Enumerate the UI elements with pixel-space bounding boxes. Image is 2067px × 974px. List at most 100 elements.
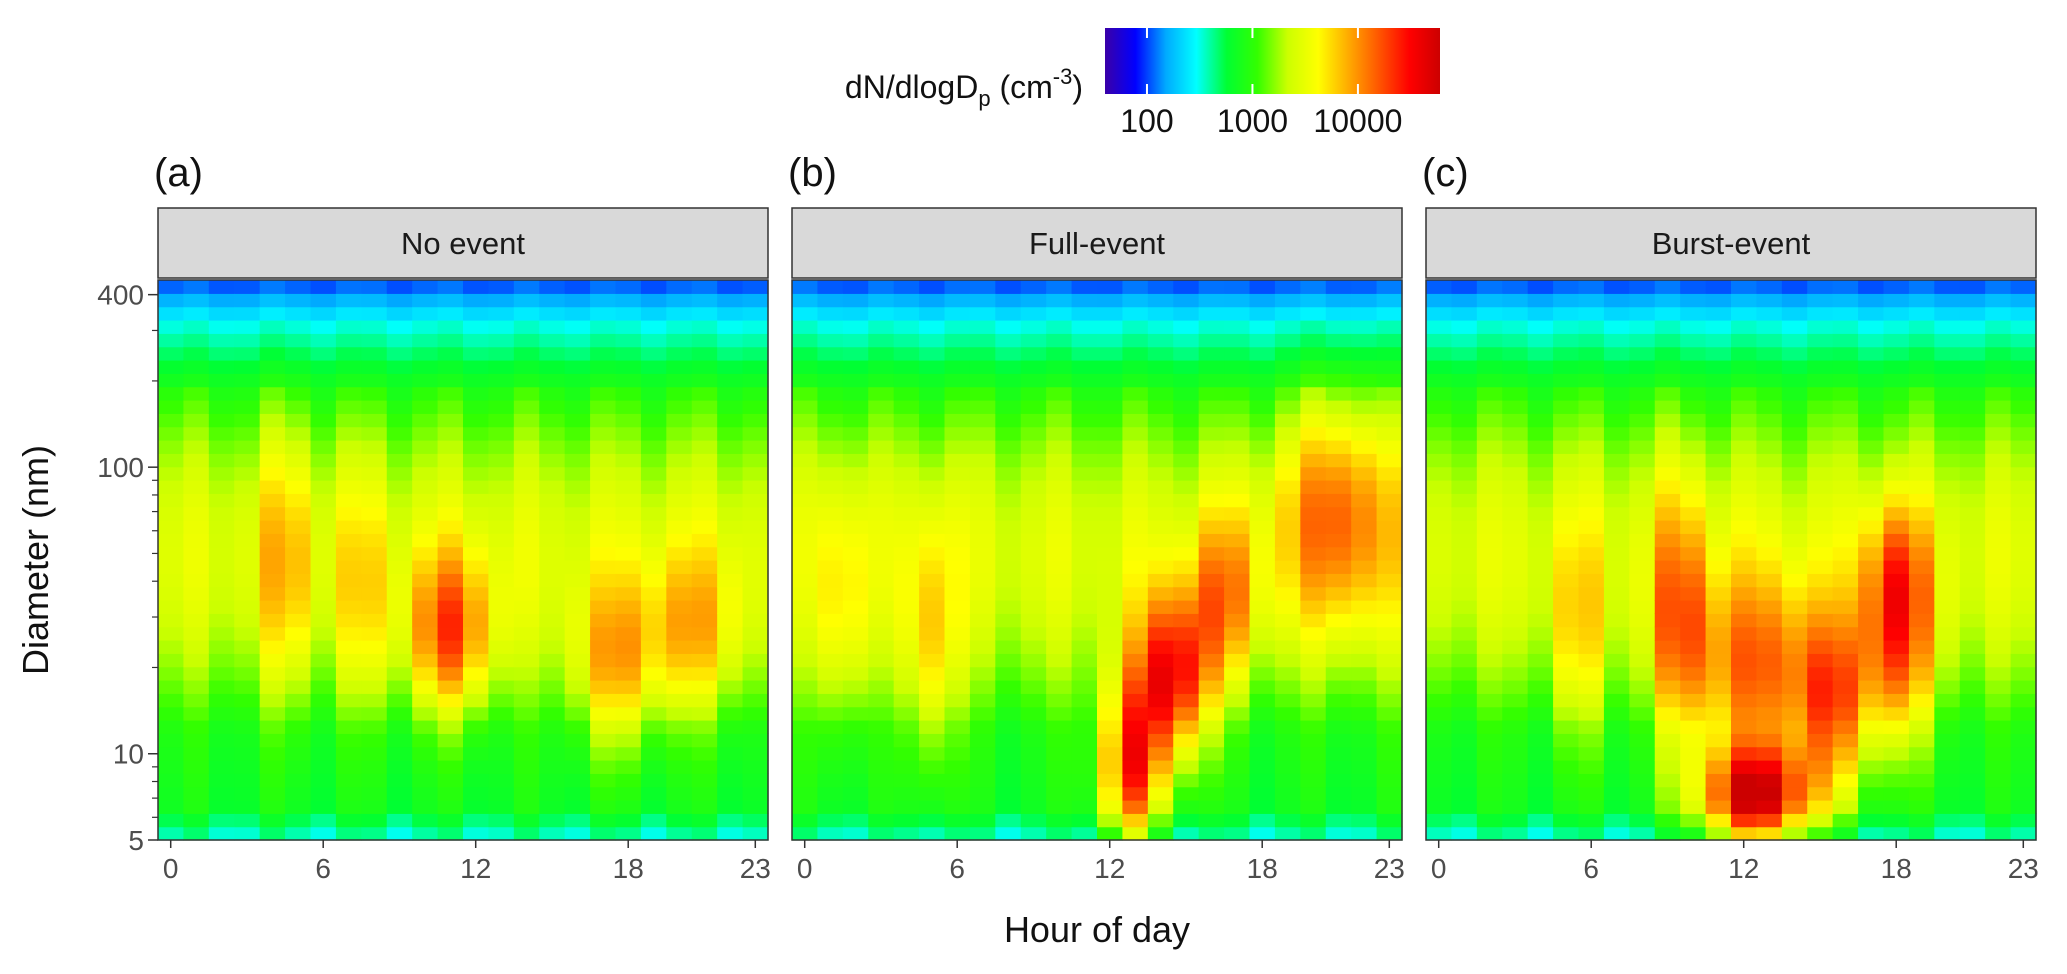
heatmap-cell: [183, 586, 210, 601]
heatmap-cell: [335, 760, 362, 774]
heatmap-cell: [513, 560, 540, 574]
heatmap-cell: [640, 440, 667, 454]
heatmap-cell: [1376, 720, 1403, 734]
heatmap-cell: [842, 386, 869, 401]
heatmap-cell: [1173, 386, 1200, 401]
heatmap-cell: [564, 720, 591, 734]
heatmap-cell: [691, 373, 718, 388]
heatmap-cell: [640, 680, 667, 694]
heatmap-cell: [742, 680, 769, 694]
heatmap-cell: [1020, 453, 1047, 468]
heatmap-cell: [285, 306, 312, 321]
heatmap-cell: [1198, 733, 1225, 748]
heatmap-cell: [1959, 440, 1986, 454]
heatmap-cell: [1680, 560, 1707, 574]
heatmap-cell: [1756, 786, 1783, 801]
heatmap-cell: [1198, 360, 1225, 374]
heatmap-cell: [1731, 813, 1758, 828]
heatmap-cell: [1147, 400, 1174, 414]
heatmap-cell: [1274, 560, 1301, 574]
heatmap-cell: [817, 280, 844, 294]
heatmap-cell: [1274, 400, 1301, 414]
heatmap-cell: [463, 680, 490, 694]
heatmap-cell: [1985, 813, 2012, 828]
heatmap-cell: [1173, 346, 1200, 361]
heatmap-cell: [1376, 373, 1403, 388]
heatmap-cell: [640, 666, 667, 681]
heatmap-cell: [234, 386, 261, 401]
heatmap-cell: [615, 560, 642, 574]
heatmap-cell: [1578, 453, 1605, 468]
heatmap-cell: [944, 720, 971, 734]
heatmap-cell: [615, 373, 642, 388]
heatmap-cell: [158, 506, 185, 521]
heatmap-cell: [1020, 600, 1047, 614]
heatmap-cell: [1705, 693, 1732, 708]
heatmap-cell: [615, 413, 642, 428]
heatmap-cell: [1756, 680, 1783, 694]
heatmap-cell: [666, 813, 693, 828]
heatmap-cell: [1274, 733, 1301, 748]
heatmap-cell: [666, 293, 693, 308]
heatmap-cell: [1883, 653, 1910, 668]
heatmap-cell: [1476, 626, 1503, 641]
heatmap-cell: [1654, 360, 1681, 374]
heatmap-cell: [183, 320, 210, 334]
heatmap-cell: [1122, 653, 1149, 668]
heatmap-cell: [640, 693, 667, 708]
heatmap-cell: [412, 440, 439, 454]
heatmap-cell: [995, 480, 1022, 494]
heatmap-cell: [1705, 733, 1732, 748]
heatmap-cell: [1959, 293, 1986, 308]
heatmap-cell: [1858, 573, 1885, 588]
heatmap-cell: [1502, 426, 1529, 441]
heatmap-cell: [1097, 373, 1124, 388]
heatmap-cell: [1781, 346, 1808, 361]
heatmap-cell: [1985, 453, 2012, 468]
heatmap-cell: [842, 773, 869, 788]
heatmap-cell: [158, 600, 185, 614]
heatmap-cell: [944, 773, 971, 788]
heatmap-cell: [666, 506, 693, 521]
heatmap-cell: [1527, 480, 1554, 494]
heatmap-cell: [1274, 453, 1301, 468]
heatmap-cell: [1198, 760, 1225, 774]
heatmap-cell: [1934, 373, 1961, 388]
heatmap-cell: [1071, 400, 1098, 414]
heatmap-cell: [1807, 560, 1834, 574]
x-tick-label: 23: [1374, 853, 1405, 884]
heatmap-cell: [1883, 826, 1910, 841]
heatmap-cell: [717, 826, 744, 841]
heatmap-cell: [666, 360, 693, 374]
heatmap-cell: [1071, 653, 1098, 668]
heatmap-cell: [792, 546, 819, 561]
heatmap-cell: [919, 560, 946, 574]
heatmap-cell: [817, 826, 844, 841]
heatmap-cell: [792, 493, 819, 508]
heatmap-cell: [1020, 360, 1047, 374]
heatmap-cell: [691, 693, 718, 708]
heatmap-cell: [1756, 440, 1783, 454]
heatmap-cell: [893, 480, 920, 494]
heatmap-cell: [1376, 600, 1403, 614]
heatmap-cell: [1198, 720, 1225, 734]
heatmap-cell: [1858, 533, 1885, 548]
heatmap-cell: [615, 600, 642, 614]
heatmap-cell: [259, 613, 286, 628]
heatmap-cell: [1959, 346, 1986, 361]
heatmap-cell: [1985, 693, 2012, 708]
heatmap-cell: [310, 626, 337, 641]
heatmap-cell: [1173, 360, 1200, 374]
heatmap-cell: [437, 706, 464, 721]
heatmap-cell: [1224, 813, 1251, 828]
heatmap-cell: [868, 346, 895, 361]
heatmap-cell: [1832, 466, 1859, 481]
heatmap-cell: [919, 666, 946, 681]
heatmap-cell: [1451, 466, 1478, 481]
heatmap-cell: [463, 520, 490, 534]
heatmap-cell: [1908, 400, 1935, 414]
heatmap-cell: [1325, 693, 1352, 708]
heatmap-cell: [1147, 693, 1174, 708]
